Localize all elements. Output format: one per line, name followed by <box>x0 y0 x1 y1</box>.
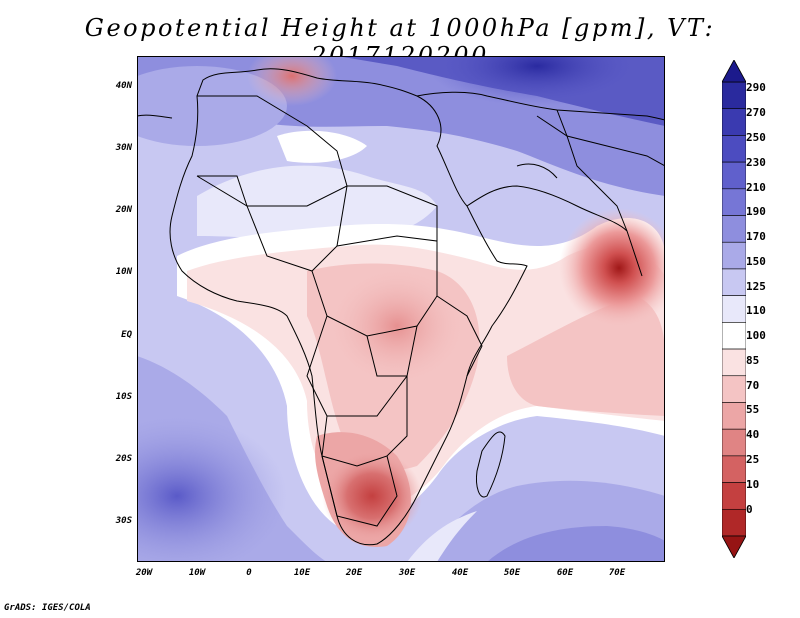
map-frame <box>137 56 665 562</box>
colorbar-label: 55 <box>746 403 760 416</box>
field-atlantic-high <box>137 66 287 146</box>
colorbar-label: 210 <box>746 181 766 194</box>
colorbar-cell <box>722 402 746 430</box>
field-south-indian-high-core <box>487 526 665 562</box>
geopotential-map <box>137 56 665 562</box>
colorbar-label: 190 <box>746 205 766 218</box>
colorbar-bottom-arrow <box>722 535 746 558</box>
colorbar-label: 250 <box>746 131 766 144</box>
colorbar-label: 40 <box>746 428 760 441</box>
colorbar-label: 110 <box>746 304 766 317</box>
colorbar-cell <box>722 135 746 163</box>
lat-label: 20N <box>115 205 132 215</box>
coastlines <box>137 68 665 546</box>
lon-label: 20E <box>345 568 363 578</box>
lon-label: 0 <box>246 568 252 578</box>
colorbar-cell <box>722 268 746 296</box>
lat-label: EQ <box>121 330 132 340</box>
colorbar-cell <box>722 215 746 243</box>
colorbar-label: 0 <box>746 503 753 516</box>
colorbar-cell <box>722 322 746 350</box>
lon-label: 50E <box>503 568 521 578</box>
lon-label: 60E <box>556 568 574 578</box>
field-white-patch <box>277 130 367 163</box>
colorbar-cell <box>722 241 746 270</box>
colorbar-label: 100 <box>746 329 766 342</box>
lat-label: 30S <box>115 516 132 526</box>
field-central-low-core <box>327 266 467 386</box>
field-asia-high-core <box>427 56 647 106</box>
colorbar-cell <box>722 108 746 136</box>
field-south-atlantic-high-core <box>137 416 287 562</box>
colorbar-label: 230 <box>746 156 766 169</box>
colorbar-label: 290 <box>746 81 766 94</box>
colorbar-cell <box>722 428 746 457</box>
credit-text: GrADS: IGES/COLA <box>4 603 91 613</box>
colorbar-label: 270 <box>746 106 766 119</box>
field-south-africa-low-core <box>322 451 422 541</box>
colorbar-cell <box>722 482 746 510</box>
lat-label: 10S <box>115 392 132 402</box>
lat-label: 40N <box>115 81 132 91</box>
colorbar-cell <box>722 81 746 110</box>
colorbar <box>722 60 746 558</box>
colorbar-cell <box>722 161 746 190</box>
colorbar-cell <box>722 455 746 483</box>
colorbar-cell <box>722 508 746 537</box>
colorbar-cell <box>722 188 746 216</box>
colorbar-cell <box>722 348 746 377</box>
field-south-neutral <box>407 511 477 562</box>
colorbar-cell <box>722 375 746 403</box>
lon-label: 10E <box>293 568 311 578</box>
lon-label: 20W <box>135 568 153 578</box>
lat-label: 10N <box>115 267 132 277</box>
colorbar-top-arrow <box>722 60 746 83</box>
colorbar-label: 70 <box>746 379 760 392</box>
lon-label: 40E <box>451 568 469 578</box>
field-india-low <box>559 208 665 328</box>
colorbar-label: 25 <box>746 453 760 466</box>
lon-label: 70E <box>608 568 626 578</box>
colorbar-cell <box>722 295 746 323</box>
colorbar-label: 85 <box>746 354 760 367</box>
colorbar-label: 150 <box>746 255 766 268</box>
lat-label: 20S <box>115 454 132 464</box>
colorbar-label: 170 <box>746 230 766 243</box>
lon-label: 30E <box>398 568 416 578</box>
lat-label: 30N <box>115 143 132 153</box>
lon-label: 10W <box>188 568 206 578</box>
colorbar-label: 10 <box>746 478 760 491</box>
field-sahara-neutral <box>197 165 437 241</box>
colorbar-label: 125 <box>746 280 766 293</box>
